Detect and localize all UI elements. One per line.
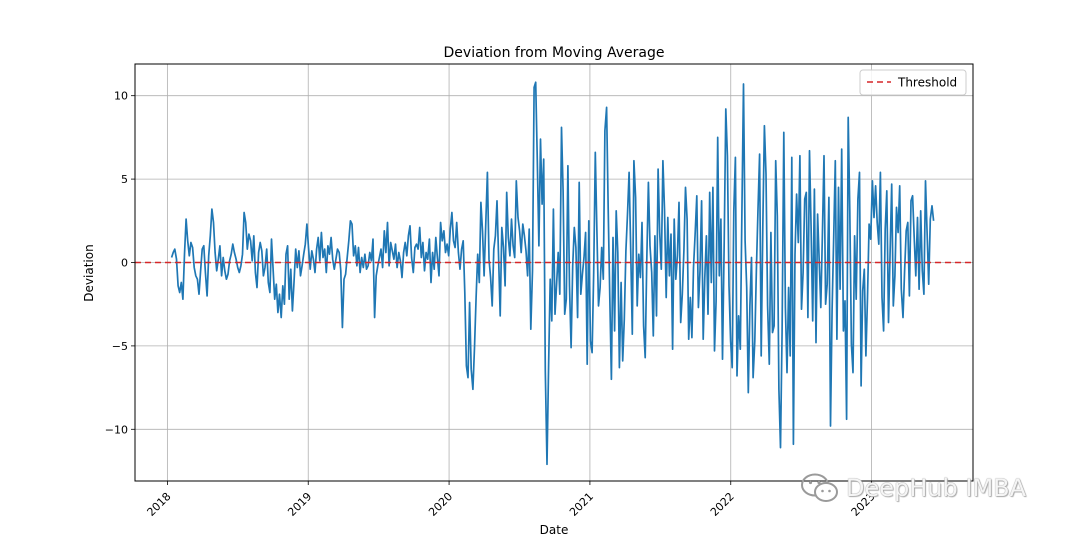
legend: Threshold (859, 69, 967, 96)
series-line-deviation (170, 81, 935, 466)
wechat-icon (801, 473, 838, 502)
y-tick-label: −10 (105, 423, 128, 436)
legend-threshold-label: Threshold (897, 76, 957, 90)
y-tick-label: 0 (121, 256, 128, 269)
legend-box (859, 69, 967, 96)
grid (135, 64, 973, 481)
chart-title: Deviation from Moving Average (444, 45, 665, 61)
y-tick-label: −5 (112, 340, 128, 353)
y-axis-label: Deviation (82, 244, 96, 301)
watermark-text: DeepHub IMBA (846, 474, 1027, 502)
y-tick-label: 10 (114, 90, 128, 103)
x-axis-label: Date (540, 523, 569, 537)
y-tick-label: 5 (121, 173, 128, 186)
y-axis-ticks: −10 −5 0 5 10 (105, 90, 135, 436)
series-layer (170, 81, 935, 466)
plot-frame (134, 63, 974, 482)
watermark: DeepHub IMBA (800, 472, 1026, 504)
